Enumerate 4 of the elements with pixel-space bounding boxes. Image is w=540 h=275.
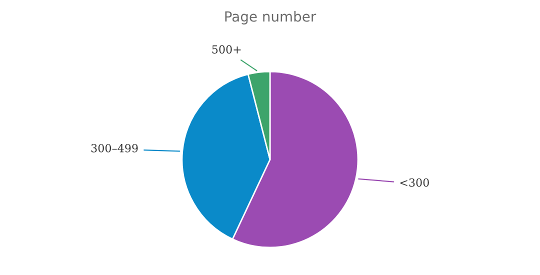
chart-title: Page number <box>225 11 316 24</box>
slice-label: 500+ <box>212 45 241 54</box>
slice-label: 300–499 <box>91 144 138 152</box>
slice-label: <300 <box>400 178 429 187</box>
